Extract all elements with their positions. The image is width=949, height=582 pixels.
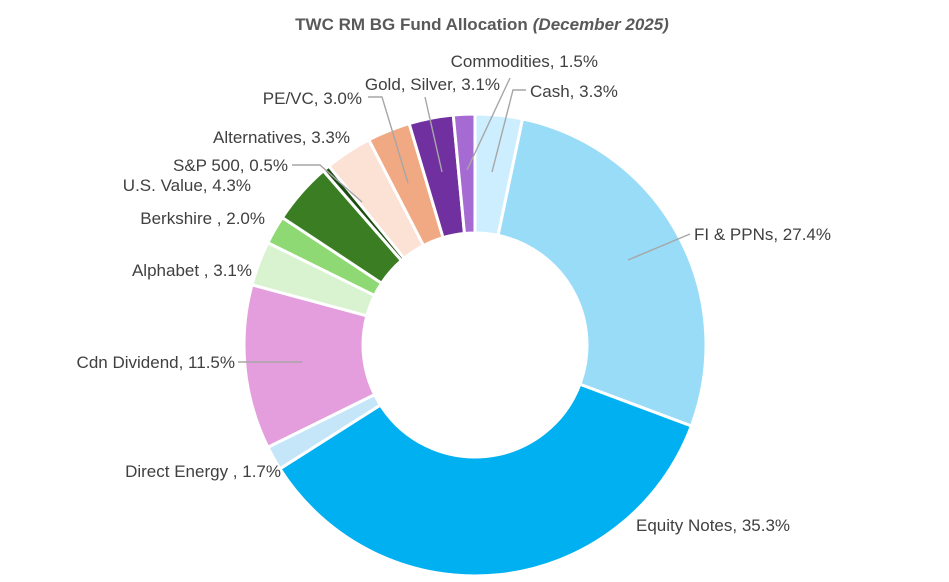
chart-title: TWC RM BG Fund Allocation (December 2025) <box>295 15 669 34</box>
slices-group <box>242 112 708 578</box>
data-label-cash: Cash, 3.3% <box>530 82 618 101</box>
data-label-alternatives: Alternatives, 3.3% <box>213 128 350 147</box>
leader-line-s-p-500 <box>292 164 363 203</box>
data-label-direct-energy: Direct Energy , 1.7% <box>125 462 281 481</box>
leader-line-fi-ppns <box>627 233 691 261</box>
leader-line-cash <box>491 89 526 173</box>
data-label-pe-vc: PE/VC, 3.0% <box>263 89 362 108</box>
data-label-berkshire: Berkshire , 2.0% <box>140 209 265 228</box>
data-label-cdn-dividend: Cdn Dividend, 11.5% <box>77 353 235 372</box>
leader-line-commodities <box>466 77 511 171</box>
leader-line-pe-vc <box>368 96 409 184</box>
data-label-fi-ppns: FI & PPNs, 27.4% <box>694 225 831 244</box>
data-label-gold-silver: Gold, Silver, 3.1% <box>365 75 500 94</box>
slice-commodities <box>451 112 477 236</box>
data-label-commodities: Commodities, 1.5% <box>451 52 598 71</box>
chart-title-main: TWC RM BG Fund Allocation <box>295 15 528 34</box>
chart-subtitle: (December 2025) <box>533 15 669 34</box>
data-label-s-p-500: S&P 500, 0.5% <box>173 156 288 175</box>
leader-line-gold-silver <box>424 96 443 173</box>
leader-lines-group <box>238 77 691 363</box>
slice-equity-notes <box>277 382 694 578</box>
slice-fi-ppns <box>496 117 708 428</box>
data-labels-group: Cash, 3.3% FI & PPNs, 27.4% Equity Notes, … <box>77 52 831 535</box>
data-label-equity-notes: Equity Notes, 35.3% <box>636 516 790 535</box>
data-label-alphabet: Alphabet , 3.1% <box>132 261 252 280</box>
data-label-u-s-value: U.S. Value, 4.3% <box>123 176 251 195</box>
